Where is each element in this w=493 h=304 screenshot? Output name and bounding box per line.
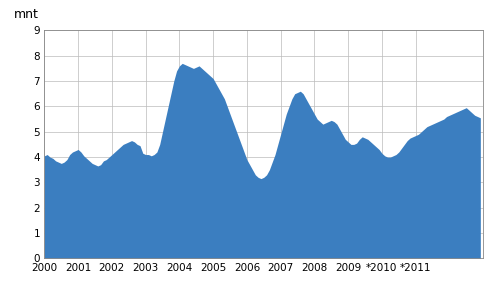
- Text: mnt: mnt: [14, 8, 38, 21]
